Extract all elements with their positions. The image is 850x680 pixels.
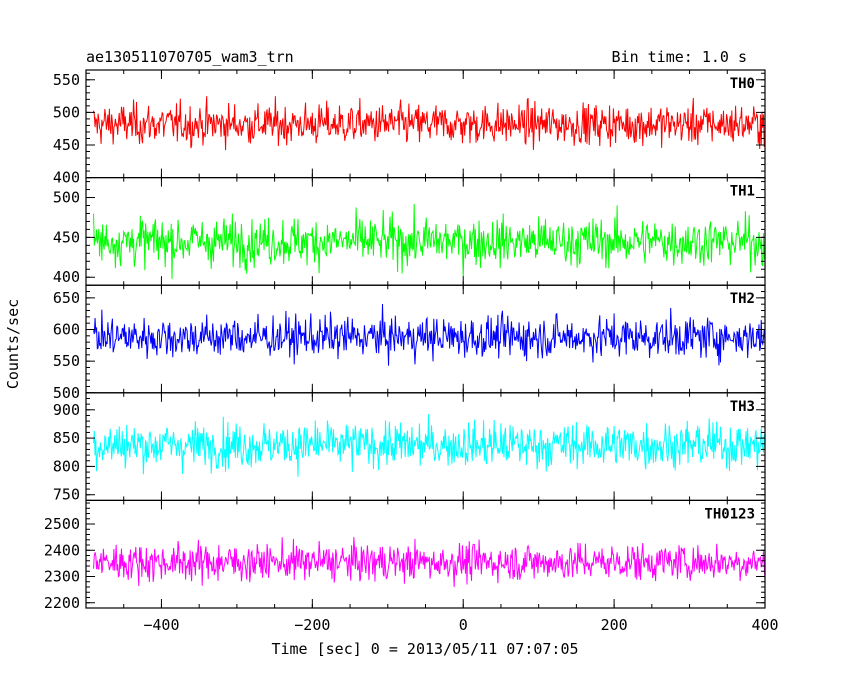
y-tick-label: 550 [53,352,80,370]
y-tick-label: 2500 [44,515,80,533]
panel-th3: 750 800 850 900 TH3 [53,392,766,504]
y-tick-label: 750 [53,486,80,504]
panel-label-th0123: TH0123 [704,506,755,522]
panel-th0123: 2200 2300 2400 2500 TH0123 −400 −200 0 200 400 [44,499,779,634]
panels-group: 400 450 500 550 TH0 400 450 500 TH1 500 550 600 650 T… [44,69,779,634]
series-th2 [93,303,765,366]
y-tick-label: 500 [53,384,80,402]
x-tick-label: 0 [459,616,468,634]
panel-th0: 400 450 500 550 TH0 [53,69,766,187]
y-tick-label: 800 [53,457,80,475]
y-tick-label: 400 [53,268,80,286]
x-tick-label: −200 [294,616,330,634]
panel-frame [85,499,766,609]
y-tick-label: 850 [53,429,80,447]
y-tick-label: 600 [53,321,80,339]
panel-label-th0: TH0 [730,76,755,92]
x-tick-label: 200 [601,616,628,634]
y-tick-label: 900 [53,401,80,419]
y-tick-label: 2400 [44,541,80,559]
panel-label-th1: TH1 [730,184,755,200]
y-tick-label: 2200 [44,594,80,612]
y-tick-label: 400 [53,169,80,187]
y-tick-label: 2300 [44,568,80,586]
y-tick-label: 450 [53,136,80,154]
panel-th1: 400 450 500 TH1 [53,177,766,286]
panel-label-th3: TH3 [730,399,755,415]
series-th3 [93,414,765,477]
x-tick-label: 400 [751,616,778,634]
y-axis-title: Counts/sec [4,299,22,389]
y-tick-label: 650 [53,289,80,307]
panel-label-th2: TH2 [730,291,755,307]
series-th0123 [93,537,765,588]
y-tick-label: 550 [53,71,80,89]
bin-time-label: Bin time: 1.0 s [612,48,747,66]
y-tick-label: 500 [53,103,80,121]
chart-title: ae130511070705_wam3_trn [86,48,294,66]
panel-th2: 500 550 600 650 TH2 [53,284,766,402]
x-tick-label: −400 [143,616,179,634]
series-th1 [93,204,765,279]
series-th0 [93,96,765,151]
y-tick-label: 500 [53,189,80,207]
y-tick-label: 450 [53,228,80,246]
x-axis-title: Time [sec] 0 = 2013/05/11 07:07:05 [271,640,578,658]
